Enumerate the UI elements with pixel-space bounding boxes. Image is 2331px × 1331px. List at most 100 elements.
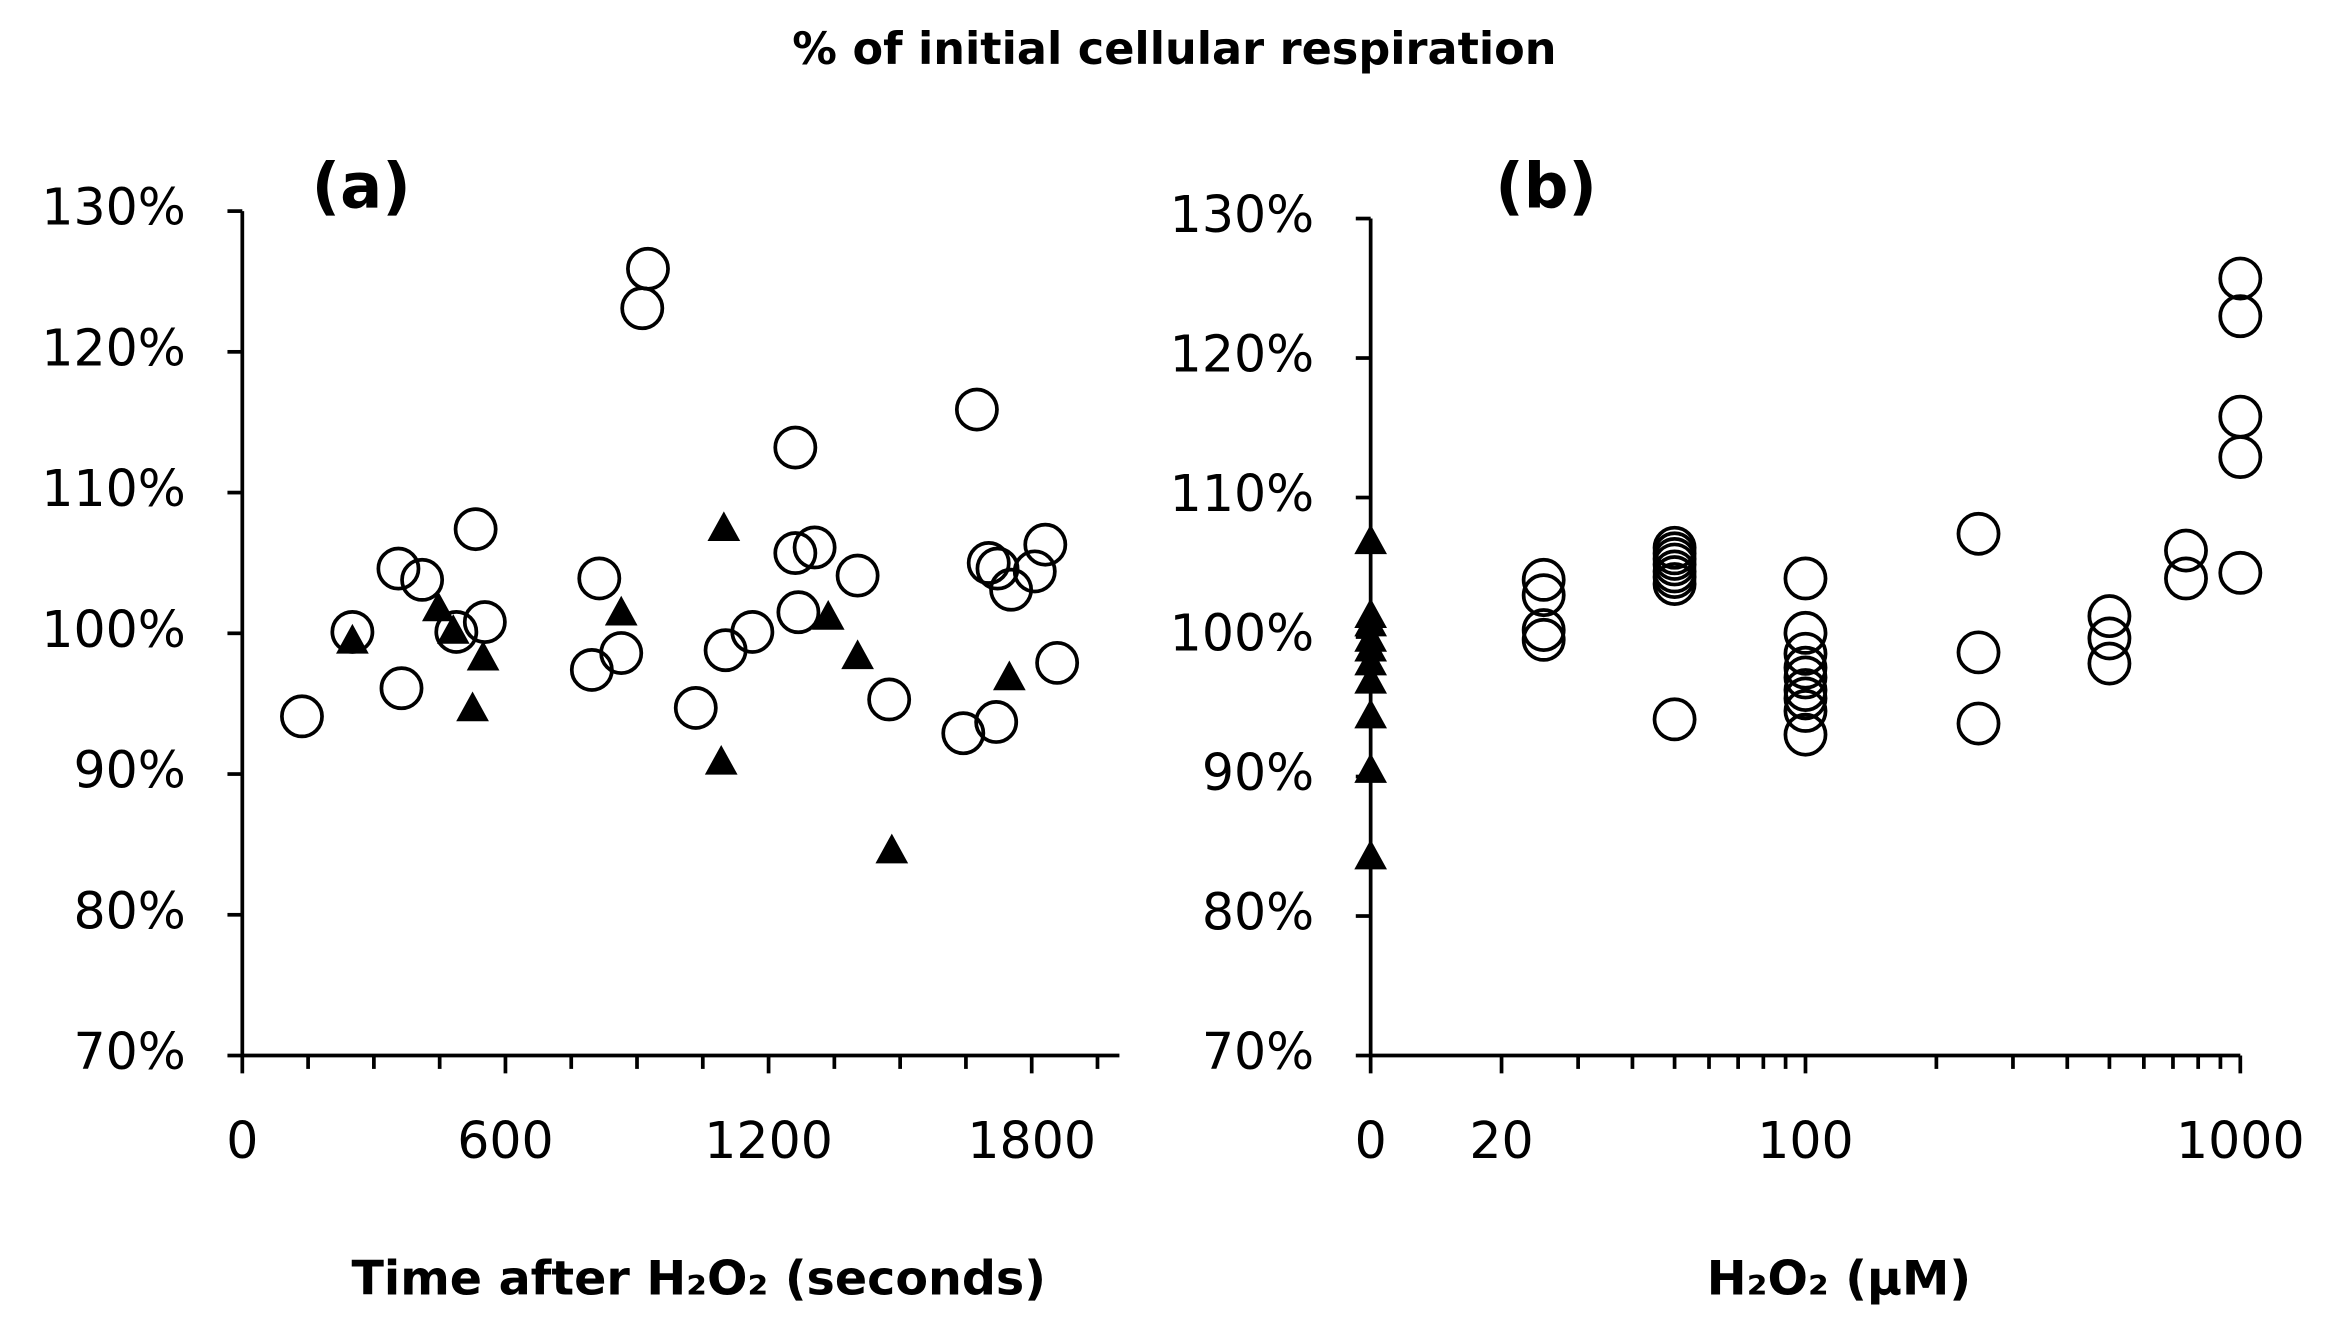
y-tick-label: 130% bbox=[41, 178, 185, 237]
circle-point bbox=[379, 666, 424, 711]
circle-point bbox=[2164, 556, 2208, 601]
circle-point bbox=[2218, 256, 2263, 301]
x-tick-label: 0 bbox=[226, 1111, 258, 1170]
x-tick-label: 0 bbox=[1355, 1111, 1387, 1170]
triangle-point bbox=[1354, 753, 1388, 783]
circle-point bbox=[280, 694, 324, 739]
circle-point bbox=[1956, 701, 2001, 746]
y-tick-label: 110% bbox=[1170, 464, 1314, 523]
circle-point bbox=[1783, 631, 1828, 676]
triangle-point bbox=[707, 511, 741, 542]
circle-point bbox=[1023, 522, 1068, 567]
circle-point bbox=[776, 590, 821, 635]
circle-point bbox=[1521, 573, 1566, 618]
triangle-point bbox=[421, 591, 455, 622]
circle-point bbox=[2218, 550, 2263, 595]
y-tick-label: 80% bbox=[1202, 883, 1314, 942]
circle-point bbox=[1521, 608, 1566, 652]
circle-point bbox=[1521, 557, 1566, 602]
y-tick-label: 100% bbox=[1170, 604, 1314, 663]
triangle-point bbox=[811, 599, 845, 630]
triangle-point bbox=[1354, 698, 1388, 729]
circle-point bbox=[2218, 394, 2263, 439]
triangle-point bbox=[436, 614, 470, 644]
circle-point bbox=[1035, 640, 1080, 685]
triangle-point bbox=[1354, 645, 1388, 676]
circle-point bbox=[673, 685, 718, 730]
x-tick-label: 1000 bbox=[2176, 1111, 2305, 1170]
y-tick-label: 90% bbox=[1202, 743, 1314, 802]
circle-point bbox=[577, 556, 622, 601]
circle-point bbox=[1652, 562, 1697, 606]
circle-point bbox=[2087, 594, 2132, 639]
circle-point bbox=[569, 647, 614, 692]
circle-point bbox=[434, 609, 479, 654]
circle-point bbox=[626, 246, 670, 291]
triangle-point bbox=[841, 639, 874, 670]
triangle-point bbox=[1354, 663, 1388, 694]
triangle-point bbox=[604, 595, 638, 626]
figure-title: % of initial cellular respiration bbox=[792, 23, 1556, 75]
triangle-point bbox=[1354, 606, 1388, 637]
circle-point bbox=[966, 541, 1011, 585]
circle-point bbox=[2218, 435, 2263, 480]
circle-point bbox=[1652, 697, 1697, 742]
circle-point bbox=[792, 525, 837, 570]
y-tick-label: 90% bbox=[73, 741, 185, 800]
circle-point bbox=[1783, 610, 1828, 655]
x-axis-title: Time after H₂O₂ (seconds) bbox=[351, 1251, 1046, 1306]
circle-point bbox=[1783, 689, 1828, 733]
circle-point bbox=[462, 600, 507, 644]
circle-point bbox=[620, 286, 665, 331]
y-tick-label: 100% bbox=[41, 600, 185, 659]
triangle-point bbox=[1354, 524, 1388, 555]
circle-point bbox=[703, 628, 748, 673]
y-tick-label: 80% bbox=[73, 881, 185, 940]
circle-point bbox=[1783, 676, 1828, 721]
circle-point bbox=[400, 557, 445, 602]
circle-point bbox=[2087, 616, 2132, 661]
circle-point bbox=[941, 711, 986, 756]
x-tick-label: 100 bbox=[1757, 1111, 1853, 1170]
x-tick-label: 1200 bbox=[704, 1111, 833, 1170]
y-tick-label: 110% bbox=[41, 459, 185, 518]
triangle-point bbox=[875, 833, 909, 864]
x-tick-label: 600 bbox=[457, 1111, 553, 1170]
circle-point bbox=[773, 425, 818, 470]
circle-point bbox=[599, 631, 644, 675]
y-tick-label: 130% bbox=[1170, 185, 1314, 244]
triangle-point bbox=[336, 623, 369, 654]
circle-point bbox=[1783, 712, 1828, 757]
circle-point bbox=[1783, 655, 1828, 700]
circle-point bbox=[730, 609, 775, 654]
circle-point bbox=[376, 546, 421, 591]
circle-point bbox=[1012, 549, 1057, 594]
triangle-point bbox=[1354, 839, 1388, 870]
circle-point bbox=[1956, 511, 2001, 556]
circle-point bbox=[1783, 645, 1828, 690]
x-axis-title: H₂O₂ (µM) bbox=[1707, 1251, 1971, 1306]
y-tick-label: 120% bbox=[1170, 325, 1314, 384]
circle-point bbox=[2087, 641, 2132, 686]
circle-point bbox=[974, 700, 1019, 744]
x-tick-label: 20 bbox=[1469, 1111, 1533, 1170]
circle-point bbox=[954, 387, 999, 432]
y-tick-label: 70% bbox=[1202, 1022, 1314, 1081]
triangle-point bbox=[992, 660, 1026, 691]
triangle-point bbox=[456, 691, 489, 722]
circle-point bbox=[835, 553, 880, 598]
circle-point bbox=[1783, 556, 1828, 601]
y-tick-label: 70% bbox=[73, 1022, 185, 1081]
triangle-point bbox=[704, 744, 738, 775]
circle-point bbox=[867, 677, 912, 722]
y-tick-label: 120% bbox=[41, 318, 185, 377]
panel-label: (a) bbox=[312, 149, 411, 222]
triangle-point bbox=[466, 640, 500, 671]
circle-point bbox=[1521, 617, 1566, 662]
circle-point bbox=[773, 531, 818, 576]
panel-label: (b) bbox=[1495, 149, 1597, 222]
circle-point bbox=[453, 507, 498, 552]
circle-point bbox=[975, 546, 1020, 591]
x-tick-label: 1800 bbox=[967, 1111, 1096, 1170]
